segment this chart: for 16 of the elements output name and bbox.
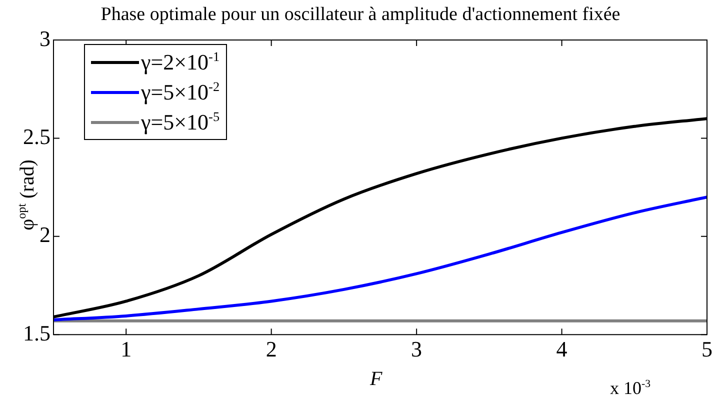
x-tick-label: 4 [556,336,568,362]
x-axis-title: F [370,368,382,391]
line-series [54,196,707,322]
x-tick-label: 1 [120,336,132,362]
x-tick-label: 3 [411,336,422,362]
chart-title: Phase optimale pour un oscillateur à amplitude d'actionnement fixée [100,4,622,26]
legend-label: γ=5×10$^{-2}$ [141,78,220,106]
y-tick-label: 1.5 [23,320,50,346]
legend-label: γ=2×10$^{-1}$ [141,48,220,76]
x-tick-label: 5 [702,336,712,362]
y-tick-label: 2.5 [23,124,50,149]
y-tick-label: 2 [40,222,50,248]
legend-label: γ=5×10$^{-5}$ [141,108,220,136]
text: x 10$^{-3}$ [610,378,650,399]
x-tick-label: 2 [266,336,277,362]
y-tick-label: 3 [40,26,50,51]
